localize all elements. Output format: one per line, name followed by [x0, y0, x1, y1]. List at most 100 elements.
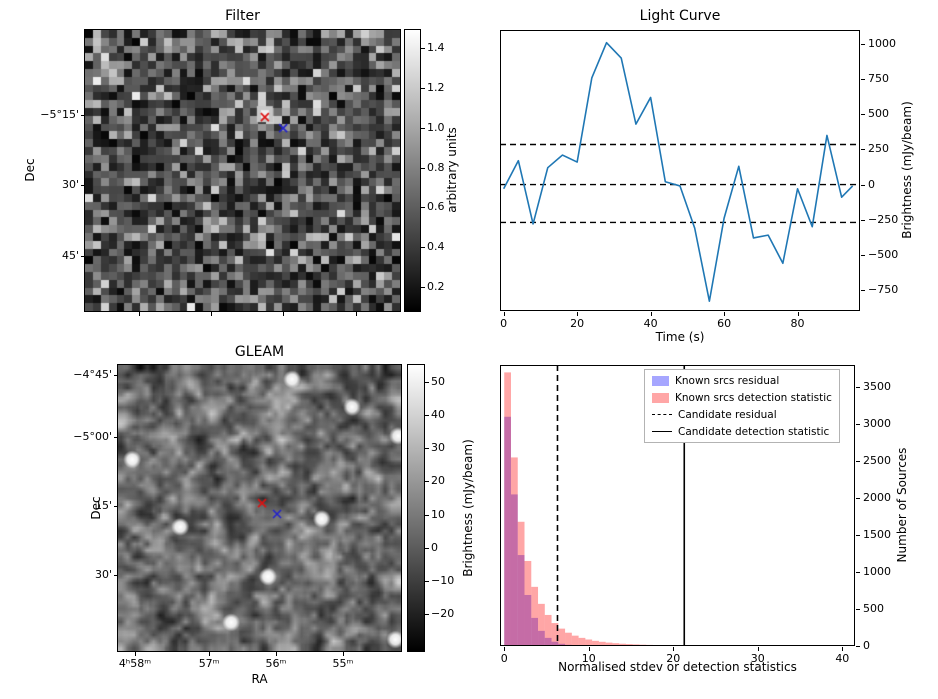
tick-mark	[425, 381, 429, 383]
tick-label: 0	[500, 317, 508, 330]
tick-mark	[209, 652, 211, 656]
tick-label: 1.2	[427, 80, 445, 94]
gleam-title: GLEAM	[234, 344, 285, 360]
tick-mark	[856, 609, 860, 611]
tick-mark	[861, 114, 865, 116]
tick-mark	[355, 312, 357, 316]
tick-label: 3000	[863, 417, 891, 431]
legend: Known srcs residual Known srcs detection …	[644, 369, 840, 443]
tick-label: 1.4	[427, 40, 445, 54]
tick-label: −500	[868, 247, 899, 261]
tick-label: 2500	[863, 454, 891, 468]
tick-label: 57ᵐ	[198, 657, 220, 670]
tick-mark	[421, 207, 425, 209]
tick-mark	[861, 79, 865, 81]
tick-mark	[283, 312, 285, 316]
tick-mark	[861, 184, 865, 186]
tick-mark	[797, 312, 799, 316]
tick-label: −250	[868, 212, 899, 226]
tick-mark	[856, 498, 860, 500]
tick-mark	[81, 255, 85, 257]
legend-label: Candidate residual	[678, 408, 777, 421]
tick-label: 20	[570, 317, 585, 330]
tick-label: −5°15'	[40, 107, 79, 121]
tick-label: 4ʰ58ᵐ	[118, 657, 152, 670]
histogram-plot	[500, 365, 855, 646]
tick-mark	[856, 387, 860, 389]
tick-mark	[134, 652, 136, 656]
lightcurve-line	[502, 41, 854, 302]
tick-mark	[757, 647, 759, 651]
tick-label: 750	[868, 72, 889, 86]
tick-mark	[421, 287, 425, 289]
tick-label: 0	[863, 639, 870, 652]
tick-mark	[503, 312, 505, 316]
tick-label: 0.2	[427, 280, 445, 294]
lightcurve-plot	[500, 30, 860, 311]
tick-mark	[138, 312, 140, 316]
tick-mark	[421, 167, 425, 169]
tick-label: 30'	[61, 177, 79, 191]
tick-label: −5°00'	[73, 430, 112, 444]
gleam-xlabel: RA	[251, 672, 268, 686]
tick-label: −20	[431, 607, 455, 621]
tick-label: 0.6	[427, 200, 445, 214]
gleam-colorbar	[407, 364, 425, 652]
tick-label: 20	[431, 474, 445, 488]
gleam-image	[117, 364, 402, 652]
legend-line-swatch	[652, 431, 672, 432]
tick-mark	[81, 114, 85, 116]
tick-mark	[421, 47, 425, 49]
legend-item: Known srcs detection statistic	[652, 390, 832, 405]
tick-label: 40	[643, 317, 658, 330]
tick-mark	[425, 614, 429, 616]
tick-mark	[588, 647, 590, 651]
tick-label: 1.0	[427, 120, 445, 134]
filter-image	[84, 29, 401, 312]
tick-mark	[421, 247, 425, 249]
tick-label: 3500	[863, 380, 891, 394]
tick-label: 20	[666, 652, 681, 665]
tick-label: 500	[868, 107, 889, 121]
tick-mark	[81, 184, 85, 186]
tick-mark	[421, 87, 425, 89]
tick-label: 30'	[94, 567, 112, 581]
tick-mark	[861, 149, 865, 151]
tick-mark	[421, 127, 425, 129]
tick-label: −10	[431, 574, 455, 588]
tick-mark	[856, 572, 860, 574]
lightcurve-xlabel: Time (s)	[655, 330, 705, 344]
tick-mark	[114, 437, 118, 439]
filter-colorbar-label: arbitrary units	[445, 127, 459, 213]
tick-mark	[425, 547, 429, 549]
lightcurve-ylabel: Brightness (mJy/beam)	[900, 101, 914, 239]
tick-mark	[861, 289, 865, 291]
histogram-ylabel: Number of Sources	[895, 447, 909, 563]
tick-label: 15'	[94, 498, 112, 512]
axes-frame	[500, 30, 860, 311]
tick-label: 0	[431, 540, 438, 554]
legend-label: Candidate detection statistic	[678, 425, 830, 438]
tick-mark	[425, 481, 429, 483]
tick-mark	[650, 312, 652, 316]
lightcurve-title: Light Curve	[639, 8, 721, 24]
tick-mark	[114, 375, 118, 376]
tick-label: 56ᵐ	[265, 657, 287, 670]
tick-mark	[425, 414, 429, 416]
gleam-colorbar-label: Brightness (mJy/beam)	[461, 439, 475, 577]
tick-mark	[861, 219, 865, 221]
tick-mark	[856, 424, 860, 426]
histogram-xlabel: Normalised stdev or detection statistics	[558, 660, 797, 674]
tick-mark	[856, 646, 860, 647]
tick-mark	[724, 312, 726, 316]
tick-label: 40	[431, 407, 445, 421]
tick-label: 500	[863, 602, 884, 616]
tick-label: 80	[790, 317, 805, 330]
legend-label: Known srcs detection statistic	[675, 391, 832, 404]
tick-mark	[114, 505, 118, 507]
tick-mark	[425, 581, 429, 583]
tick-label: 40	[835, 652, 850, 665]
tick-mark	[425, 514, 429, 516]
tick-label: 1000	[868, 37, 896, 51]
tick-mark	[861, 44, 865, 46]
